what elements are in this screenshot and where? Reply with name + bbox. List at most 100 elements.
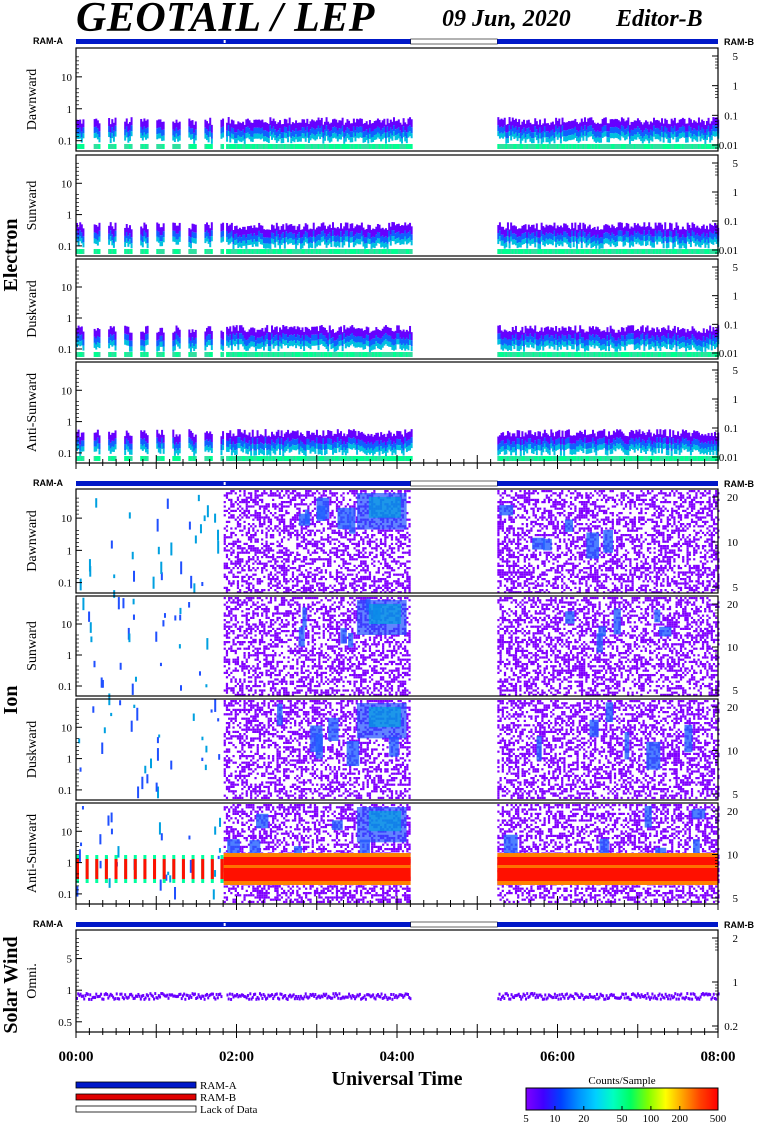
colorbar-tick-label: 10	[549, 1113, 561, 1125]
left-tick-label: 0.1	[58, 344, 72, 356]
gap-marker	[223, 40, 226, 43]
left-tick-label: 10	[61, 826, 73, 838]
ram-a-segment	[76, 39, 411, 44]
left-tick-label: 0.1	[58, 681, 72, 693]
right-tick-label: 0.01	[719, 140, 738, 152]
right-tick-label: 10	[727, 537, 739, 549]
x-tick-label: 00:00	[59, 1049, 94, 1065]
ram-a-segment	[76, 922, 411, 927]
panel-ion-anti-sunward: 10 1 0.1 20 10 5 Anti-Sunward	[25, 802, 739, 905]
right-tick-label: 20	[727, 702, 739, 714]
right-tick-label: 20	[727, 806, 739, 818]
left-tick-label: 1	[67, 858, 73, 870]
x-tick-label: 02:00	[219, 1049, 254, 1065]
legend-swatch	[75, 1093, 197, 1101]
ram-a-segment	[497, 39, 718, 44]
x-tick-label: 06:00	[540, 1049, 575, 1065]
legend-label: Lack of Data	[200, 1104, 258, 1116]
panel-frame	[75, 595, 719, 697]
group-label: Ion	[0, 686, 22, 715]
gap-marker	[223, 482, 226, 485]
ram-label-left: RAM-A	[33, 478, 63, 488]
right-tick-label: 5	[733, 685, 739, 697]
right-tick-label: 1	[733, 394, 739, 406]
panel-ion-dawnward: 10 1 0.1 20 10 5 Dawnward	[25, 488, 739, 598]
chart-title: GEOTAIL / LEP	[76, 0, 375, 42]
panel-label: Duskward	[25, 721, 40, 779]
left-tick-label: 1	[67, 210, 73, 222]
panel-ion-duskward: 10 1 0.1 20 10 5 Duskward	[25, 698, 739, 801]
right-tick-label: 2	[733, 933, 739, 945]
left-tick-label: 5	[67, 954, 73, 966]
panel-label: Anti-Sunward	[25, 373, 40, 452]
left-tick-label: 10	[61, 513, 73, 525]
ram-bar-electron: RAM-A RAM-B	[33, 36, 754, 47]
x-axis-label: Universal Time	[332, 1068, 463, 1090]
group-label: Solar Wind	[0, 936, 22, 1033]
panel-label: Omni.	[25, 963, 40, 998]
lack-of-data-segment	[410, 38, 498, 45]
right-tick-label: 5	[733, 582, 739, 594]
left-tick-label: 10	[61, 282, 73, 294]
ram-bar-ion: RAM-A RAM-B	[33, 478, 754, 489]
left-tick-label: 1	[67, 985, 73, 997]
panel-electron-dawnward: 10 1 0.1 5 1 0.1 0.01 Dawnward	[25, 47, 739, 152]
panel-solar-wind-omni-: 5 1 0.5 2 1 0.2 Omni.	[25, 929, 739, 1033]
colorbar-tick-label: 20	[578, 1113, 590, 1125]
panel-label: Sunward	[25, 181, 40, 231]
legend-label: RAM-A	[200, 1080, 237, 1092]
left-tick-label: 0.1	[58, 578, 72, 590]
left-tick-label: 0.1	[58, 889, 72, 901]
x-tick-label: 08:00	[701, 1049, 736, 1065]
left-tick-label: 0.1	[58, 448, 72, 460]
panel-electron-duskward: 10 1 0.1 5 1 0.1 0.01 Duskward	[25, 258, 739, 360]
gap-marker	[223, 923, 226, 926]
left-tick-label: 1	[67, 545, 73, 557]
panel-label: Duskward	[25, 280, 40, 338]
panel-frame	[75, 929, 719, 1033]
ram-label-right: RAM-B	[724, 37, 754, 47]
colorbar-tick-label: 200	[672, 1113, 689, 1125]
ram-label-right: RAM-B	[724, 479, 754, 489]
panel-label: Dawnward	[25, 69, 40, 130]
left-tick-label: 10	[61, 722, 73, 734]
right-tick-label: 5	[733, 262, 739, 274]
left-tick-label: 0.5	[58, 1017, 72, 1029]
panel-label: Anti-Sunward	[25, 814, 40, 893]
right-tick-label: 5	[733, 789, 739, 801]
left-tick-label: 1	[67, 104, 73, 116]
ram-label-right: RAM-B	[724, 920, 754, 930]
colorbar-tick-label: 5	[523, 1113, 529, 1125]
chart-date: 09 Jun, 2020	[442, 6, 571, 33]
right-tick-label: 0.2	[724, 1021, 738, 1033]
legend-label: RAM-B	[200, 1092, 236, 1104]
right-tick-label: 20	[727, 492, 739, 504]
right-tick-label: 0.01	[719, 452, 738, 464]
right-tick-label: 0.1	[724, 110, 738, 122]
right-tick-label: 10	[727, 850, 739, 862]
panel-frame	[75, 258, 719, 360]
left-tick-label: 10	[61, 72, 73, 84]
panel-electron-anti-sunward: 10 1 0.1 5 1 0.1 0.01 Anti-Sunward	[25, 361, 739, 464]
right-tick-label: 10	[727, 642, 739, 654]
left-tick-label: 0.1	[58, 785, 72, 797]
right-tick-label: 0.1	[724, 319, 738, 331]
panel-label: Dawnward	[25, 510, 40, 571]
ram-a-segment	[76, 481, 411, 486]
panel-frame	[75, 698, 719, 801]
right-tick-label: 20	[727, 599, 739, 611]
ram-a-segment	[497, 481, 718, 486]
right-tick-label: 1	[733, 187, 739, 199]
ram-label-left: RAM-A	[33, 36, 63, 46]
left-tick-label: 1	[67, 313, 73, 325]
right-tick-label: 1	[733, 81, 739, 93]
panel-frame	[75, 47, 719, 152]
right-tick-label: 1	[733, 291, 739, 303]
lack-of-data-segment	[410, 921, 498, 928]
left-tick-label: 0.1	[58, 241, 72, 253]
left-tick-label: 10	[61, 619, 73, 631]
left-tick-label: 10	[61, 178, 73, 190]
chart-editor: Editor-B	[616, 6, 703, 33]
left-tick-label: 1	[67, 754, 73, 766]
